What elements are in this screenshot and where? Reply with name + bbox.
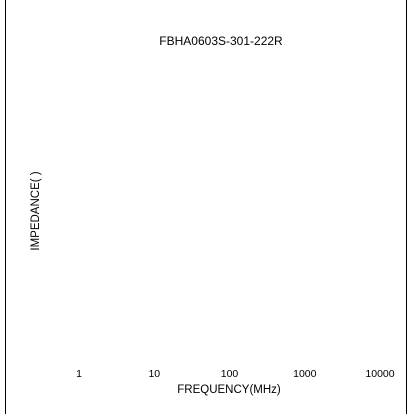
x-tick-label: 1 xyxy=(76,368,82,380)
x-tick-label: 1000 xyxy=(293,368,317,380)
x-tick-label: 10 xyxy=(148,368,160,380)
x-axis-label: FREQUENCY(MHz) xyxy=(177,384,281,396)
x-tick-label: 100 xyxy=(221,368,239,380)
x-axis-ticks: 1 10 100 1000 10000 xyxy=(76,368,395,380)
y-axis-label: IMPEDANCE( ) xyxy=(30,171,42,250)
chart-title: FBHA0603S-301-222R xyxy=(159,34,283,48)
x-tick-label: 10000 xyxy=(365,368,394,380)
chart-frame xyxy=(5,0,407,414)
